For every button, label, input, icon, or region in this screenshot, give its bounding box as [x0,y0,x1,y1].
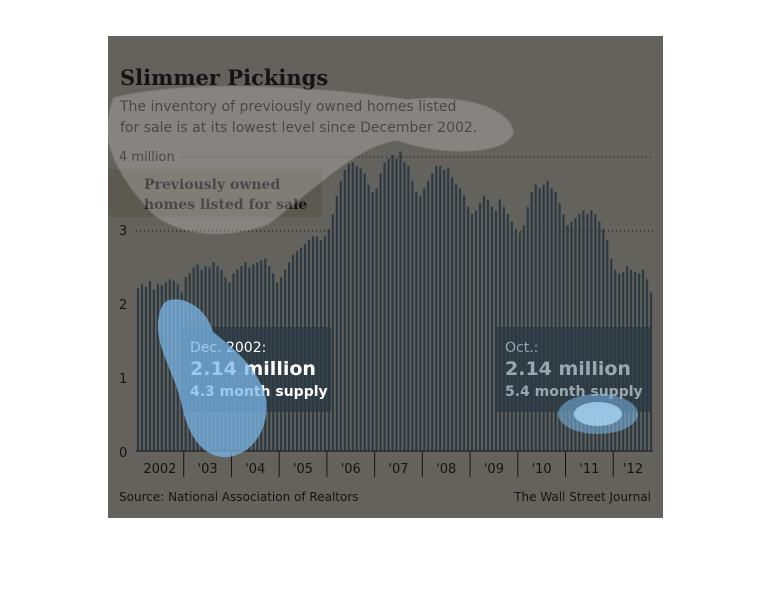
bar-month-50 [331,214,334,451]
bar-month-88 [482,195,486,451]
y-tick-label-2: 2 [119,298,127,313]
bar-month-7 [160,285,163,451]
bar-month-101 [534,184,537,451]
bar-month-70 [411,180,414,451]
highlight-glow-dec-2002 [157,299,267,458]
bar-month-77 [439,166,442,451]
x-tick-label-3: '05 [293,462,313,477]
source-note: Source: National Association of Realtors [119,490,359,504]
bar-month-90 [490,206,494,451]
bar-month-86 [474,210,478,451]
annotation-oct-box [496,327,652,412]
x-tick-label-10: '12 [623,462,643,477]
chart-svg: Slimmer Pickings The inventory of previo… [108,65,653,504]
bar-month-68 [403,162,406,451]
bar-month-79 [447,168,450,451]
bar-month-69 [407,166,410,451]
annotation-oct-value: 2.14 million [505,358,631,380]
bar-month-87 [478,203,482,451]
bar-month-89 [486,199,490,451]
bar-month-104 [546,180,549,451]
chart-title: Slimmer Pickings [120,65,328,90]
bar-month-106 [554,192,557,451]
bar-month-92 [498,199,501,451]
bar-month-64 [387,158,390,451]
subtitle-line-1: The inventory of previously owned homes … [119,99,456,115]
bar-month-51 [335,195,338,451]
bar-month-84 [466,206,470,451]
bar-month-60 [371,192,374,451]
bar-month-3 [144,286,148,451]
x-tick-label-8: '10 [532,462,552,477]
x-tick-label-9: '11 [579,462,599,477]
subtitle-line-2: for sale is at its lowest level since De… [120,120,477,136]
bar-month-75 [431,173,434,451]
y-tick-label-0: 0 [119,446,127,461]
x-tick-label-7: '09 [484,462,504,477]
bar-month-66 [395,158,398,451]
x-tick-label-6: '08 [436,462,456,477]
annotation-oct-supply: 5.4 month supply [505,384,643,400]
y-tick-label-1: 1 [119,372,127,387]
bar-month-74 [427,180,430,451]
x-tick-label-4: '06 [341,462,361,477]
bar-month-105 [550,188,553,452]
y-tick-label-4: 4 million [119,150,175,165]
x-tick-labels: 2002 '03 '04 '05 '06 '07 '08 '09 '10 '11 '12 [143,462,643,477]
highlight-outline-subtitle [108,85,515,235]
bar-month-4 [148,280,152,451]
annotation-oct-head: Oct.: [505,340,538,356]
bar-month-63 [383,162,386,451]
bar-month-65 [391,155,394,451]
bar-month-6 [156,283,159,451]
bar-month-53 [343,169,346,452]
bar-month-8 [164,282,167,451]
bar-month-76 [435,166,438,451]
bar-month-57 [359,168,362,451]
bar-month-52 [339,180,342,451]
bar-month-59 [367,184,370,451]
y-tick-label-3: 3 [119,224,127,239]
bar-month-62 [379,173,382,451]
series-label-line-1: Previously owned [144,177,280,193]
bar-month-91 [494,210,498,451]
x-tick-label-2: '04 [245,462,265,477]
bar-month-56 [355,166,358,451]
x-tick-label-0: 2002 [143,462,176,477]
bar-month-72 [419,195,422,451]
credit-note: The Wall Street Journal [513,490,651,504]
bar-month-58 [363,173,366,451]
highlight-core-oct [574,402,622,426]
bar-month-78 [443,169,446,452]
bar-month-73 [423,188,426,452]
bar-month-100 [530,192,533,451]
x-tick-label-5: '07 [388,462,408,477]
x-tick-label-1: '03 [198,462,218,477]
bar-month-2 [140,284,144,451]
bar-month-67 [399,151,402,452]
series-label-line-2: homes listed for sale [144,197,307,213]
bar-month-83 [463,195,466,451]
bar-month-82 [459,188,462,452]
bar-month-81 [455,184,458,451]
chart-panel: Slimmer Pickings The inventory of previo… [108,36,663,518]
series-label-box [108,169,322,217]
bar-month-5 [152,289,155,451]
bar-month-54 [347,163,350,451]
bar-month-102 [538,188,541,452]
bar-month-103 [542,184,545,451]
bar-month-55 [351,162,354,451]
bar-month-71 [415,192,418,451]
bar-month-80 [451,177,454,451]
bar-month-85 [470,214,474,451]
bar-month-61 [375,188,378,452]
bar-month-1 [136,288,140,451]
